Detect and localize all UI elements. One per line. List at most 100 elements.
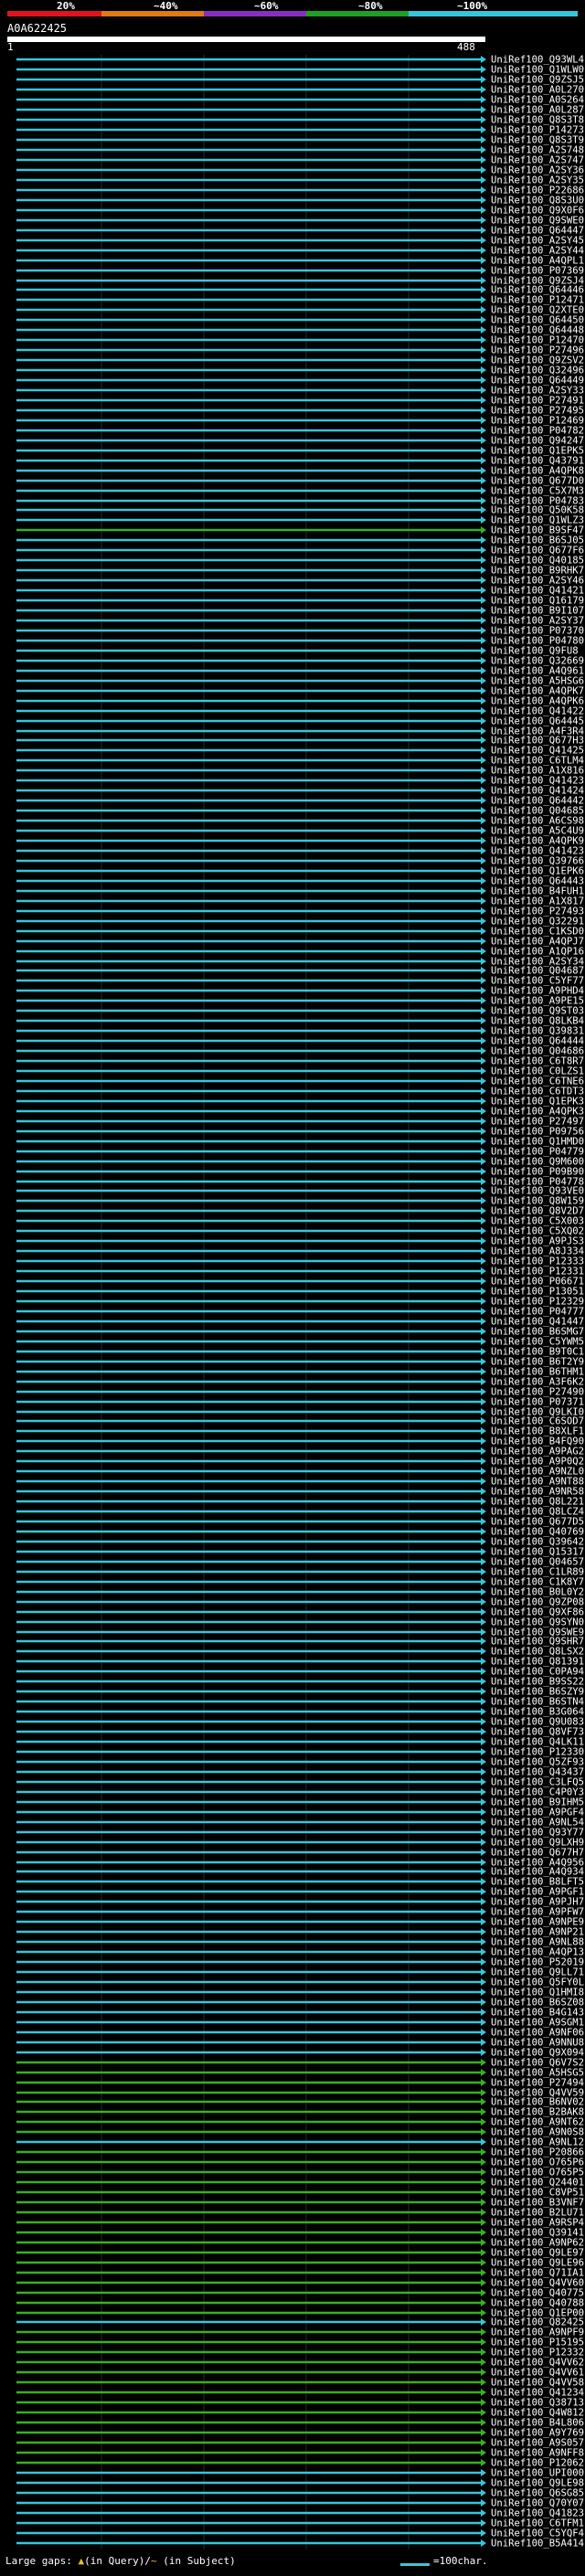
hit-label[interactable]: UniRef100_P27497 bbox=[491, 1117, 584, 1128]
hit-label[interactable]: UniRef100_Q8S3T9 bbox=[491, 135, 584, 146]
hit-label[interactable]: UniRef100_Q64450 bbox=[491, 315, 584, 326]
hit-label[interactable]: UniRef100_A9NT62 bbox=[491, 2117, 584, 2128]
hit-label[interactable]: UniRef100_B9RHK7 bbox=[491, 566, 584, 577]
hit-label[interactable]: UniRef100_A9PFW7 bbox=[491, 1907, 584, 1918]
hit-label[interactable]: UniRef100_Q677D5 bbox=[491, 1517, 584, 1528]
hit-label[interactable]: UniRef100_Q70Y07 bbox=[491, 2498, 584, 2509]
hit-label[interactable]: UniRef100_C6TFM1 bbox=[491, 2518, 584, 2529]
hit-label[interactable]: UniRef100_P27490 bbox=[491, 1387, 584, 1398]
hit-label[interactable]: UniRef100_A2SY37 bbox=[491, 616, 584, 627]
hit-label[interactable]: UniRef100_Q1EPK6 bbox=[491, 866, 584, 877]
hit-label[interactable]: UniRef100_Q677D0 bbox=[491, 476, 584, 487]
hit-label[interactable]: UniRef100_A4Q961 bbox=[491, 666, 584, 677]
hit-label[interactable]: UniRef100_Q82425 bbox=[491, 2317, 584, 2328]
hit-label[interactable]: UniRef100_Q5FY0L bbox=[491, 1977, 584, 1988]
hit-label[interactable]: UniRef100_Q9SWE0 bbox=[491, 216, 584, 227]
hit-label[interactable]: UniRef100_Q41425 bbox=[491, 746, 584, 757]
hit-label[interactable]: UniRef100_Q9U083 bbox=[491, 1717, 584, 1728]
hit-label[interactable]: UniRef100_B9I107 bbox=[491, 606, 584, 617]
hit-label[interactable]: UniRef100_A2SY45 bbox=[491, 236, 584, 247]
hit-label[interactable]: UniRef100_Q39642 bbox=[491, 1537, 584, 1548]
hit-label[interactable]: UniRef100_C8VP51 bbox=[491, 2188, 584, 2199]
hit-label[interactable]: UniRef100_Q4VV59 bbox=[491, 2088, 584, 2099]
hit-label[interactable]: UniRef100_A2SY35 bbox=[491, 175, 584, 186]
hit-label[interactable]: UniRef100_A5HSG6 bbox=[491, 676, 584, 687]
hit-label[interactable]: UniRef100_Q41823 bbox=[491, 2508, 584, 2519]
hit-label[interactable]: UniRef100_B8LFT5 bbox=[491, 1877, 584, 1888]
hit-label[interactable]: UniRef100_Q6SG85 bbox=[491, 2488, 584, 2499]
hit-label[interactable]: UniRef100_A9NF06 bbox=[491, 2028, 584, 2039]
hit-label[interactable]: UniRef100_Q16179 bbox=[491, 596, 584, 607]
hit-label[interactable]: UniRef100_B6THM1 bbox=[491, 1367, 584, 1378]
hit-label[interactable]: UniRef100_A2SY33 bbox=[491, 386, 584, 397]
hit-label[interactable]: UniRef100_P06671 bbox=[491, 1277, 584, 1288]
hit-label[interactable]: UniRef100_P09B90 bbox=[491, 1167, 584, 1178]
hit-label[interactable]: UniRef100_A4QPK7 bbox=[491, 686, 584, 697]
hit-label[interactable]: UniRef100_Q8LKB4 bbox=[491, 1016, 584, 1027]
hit-label[interactable]: UniRef100_A2SY46 bbox=[491, 576, 584, 587]
hit-label[interactable]: UniRef100_Q64446 bbox=[491, 285, 584, 296]
hit-label[interactable]: UniRef100_P12329 bbox=[491, 1297, 584, 1308]
hit-label[interactable]: UniRef100_A1X816 bbox=[491, 766, 584, 777]
hit-label[interactable]: UniRef100_P27494 bbox=[491, 2078, 584, 2089]
hit-label[interactable]: UniRef100_A9NP21 bbox=[491, 1927, 584, 1938]
hit-label[interactable]: UniRef100_Q32496 bbox=[491, 366, 584, 376]
hit-label[interactable]: UniRef100_B4FUH1 bbox=[491, 886, 584, 897]
hit-label[interactable]: UniRef100_P12330 bbox=[491, 1747, 584, 1758]
hit-label[interactable]: UniRef100_P22686 bbox=[491, 186, 584, 196]
hit-label[interactable]: UniRef100_B6SMG7 bbox=[491, 1327, 584, 1338]
hit-label[interactable]: UniRef100_Q39831 bbox=[491, 1026, 584, 1037]
hit-label[interactable]: UniRef100_C0LZS1 bbox=[491, 1066, 584, 1077]
hit-label[interactable]: UniRef100_Q4VV61 bbox=[491, 2368, 584, 2379]
hit-label[interactable]: UniRef100_A2S748 bbox=[491, 145, 584, 156]
hit-label[interactable]: UniRef100_Q04657 bbox=[491, 1557, 584, 1568]
hit-label[interactable]: UniRef100_P07369 bbox=[491, 266, 584, 277]
hit-label[interactable]: UniRef100_Q2XTE0 bbox=[491, 305, 584, 316]
hit-label[interactable]: UniRef100_Q5ZF93 bbox=[491, 1757, 584, 1768]
hit-label[interactable]: UniRef100_Q40775 bbox=[491, 2288, 584, 2299]
hit-label[interactable]: UniRef100_A1QP16 bbox=[491, 947, 584, 958]
hit-label[interactable]: UniRef100_C5YF77 bbox=[491, 976, 584, 987]
hit-label[interactable]: UniRef100_Q40788 bbox=[491, 2298, 584, 2309]
hit-label[interactable]: UniRef100_P12062 bbox=[491, 2458, 584, 2469]
hit-label[interactable]: UniRef100_Q9ZSJ4 bbox=[491, 276, 584, 287]
hit-label[interactable]: UniRef100_Q93WL4 bbox=[491, 55, 584, 66]
hit-label[interactable]: UniRef100_B9T0C1 bbox=[491, 1347, 584, 1358]
hit-label[interactable]: UniRef100_C5X003 bbox=[491, 1216, 584, 1227]
hit-label[interactable]: UniRef100_Q8V2D7 bbox=[491, 1206, 584, 1217]
hit-label[interactable]: UniRef100_P27493 bbox=[491, 906, 584, 917]
hit-label[interactable]: UniRef100_Q4VV62 bbox=[491, 2358, 584, 2369]
hit-label[interactable]: UniRef100_A4F3R4 bbox=[491, 726, 584, 737]
hit-label[interactable]: UniRef100_C0PA94 bbox=[491, 1667, 584, 1678]
hit-label[interactable]: UniRef100_Q8LSX2 bbox=[491, 1647, 584, 1658]
hit-label[interactable]: UniRef100_Q677H7 bbox=[491, 1848, 584, 1859]
hit-label[interactable]: UniRef100_B8XLF1 bbox=[491, 1426, 584, 1437]
hit-label[interactable]: UniRef100_A4QPK9 bbox=[491, 836, 584, 847]
hit-label[interactable]: UniRef100_Q9ZSJ5 bbox=[491, 75, 584, 86]
hit-label[interactable]: UniRef100_P12331 bbox=[491, 1267, 584, 1277]
hit-label[interactable]: UniRef100_A9RSP4 bbox=[491, 2218, 584, 2229]
hit-label[interactable]: UniRef100_A6CS98 bbox=[491, 816, 584, 827]
hit-label[interactable]: UniRef100_Q4VV60 bbox=[491, 2278, 584, 2289]
hit-label[interactable]: UniRef100_Q93VE0 bbox=[491, 1186, 584, 1197]
hit-label[interactable]: UniRef100_Q1WLZ3 bbox=[491, 515, 584, 526]
hit-label[interactable]: UniRef100_UPI000.. bbox=[491, 2468, 585, 2479]
hit-label[interactable]: UniRef100_P04782 bbox=[491, 426, 584, 437]
hit-label[interactable]: UniRef100_C6SOD7 bbox=[491, 1416, 584, 1427]
hit-label[interactable]: UniRef100_Q677H3 bbox=[491, 736, 584, 747]
hit-label[interactable]: UniRef100_Q04685 bbox=[491, 806, 584, 817]
hit-label[interactable]: UniRef100_Q64444 bbox=[491, 1036, 584, 1047]
hit-label[interactable]: UniRef100_A4Q934 bbox=[491, 1867, 584, 1878]
hit-label[interactable]: UniRef100_Q9ZSV2 bbox=[491, 355, 584, 366]
hit-label[interactable]: UniRef100_A0L287 bbox=[491, 105, 584, 116]
hit-label[interactable]: UniRef100_C1K8Y7 bbox=[491, 1577, 584, 1588]
hit-label[interactable]: UniRef100_P52019 bbox=[491, 1957, 584, 1968]
hit-label[interactable]: UniRef100_Q1EPK5 bbox=[491, 446, 584, 457]
hit-label[interactable]: UniRef100_A9NL12 bbox=[491, 2137, 584, 2148]
hit-label[interactable]: UniRef100_C5YWM5 bbox=[491, 1337, 584, 1348]
hit-label[interactable]: UniRef100_P12333 bbox=[491, 1256, 584, 1267]
hit-label[interactable]: UniRef100_A2S747 bbox=[491, 155, 584, 166]
hit-label[interactable]: UniRef100_B6NV02 bbox=[491, 2097, 584, 2108]
hit-label[interactable]: UniRef100_Q41234 bbox=[491, 2388, 584, 2399]
hit-label[interactable]: UniRef100_Q9M600 bbox=[491, 1157, 584, 1168]
